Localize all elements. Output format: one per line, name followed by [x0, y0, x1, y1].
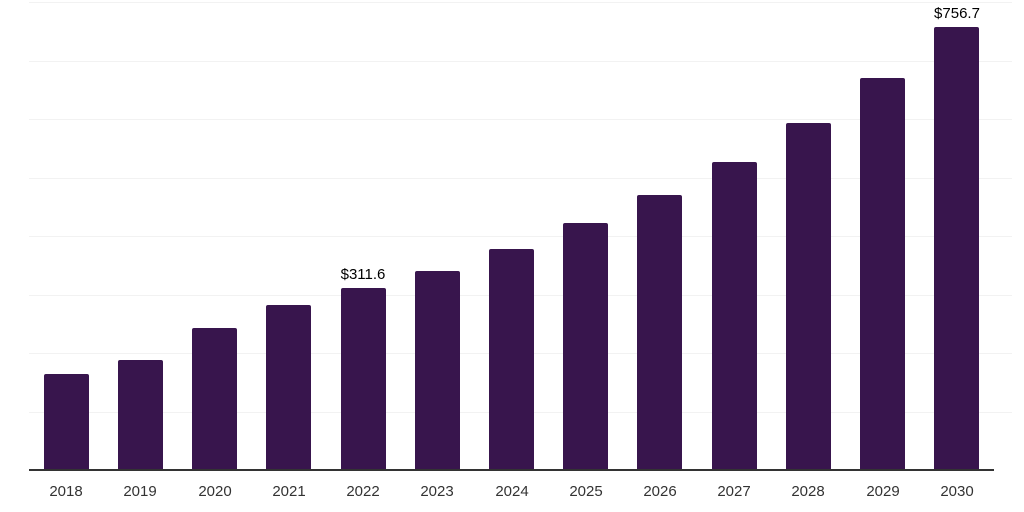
- bar-2022: [341, 288, 386, 470]
- bar-2023: [415, 271, 460, 470]
- bar-2030: [934, 27, 979, 470]
- x-axis-label: 2029: [866, 483, 900, 500]
- bar-2029: [860, 78, 905, 470]
- x-axis-label: 2027: [717, 483, 751, 500]
- x-axis-label: 2025: [569, 483, 603, 500]
- bar-2020: [192, 328, 237, 470]
- x-axis-line: [29, 469, 994, 471]
- gridline: [29, 2, 1012, 3]
- bar-value-label: $311.6: [340, 266, 386, 283]
- x-axis-label: 2019: [123, 483, 157, 500]
- x-axis-label: 2030: [940, 483, 974, 500]
- x-axis-label: 2018: [49, 483, 83, 500]
- x-axis-label: 2024: [495, 483, 529, 500]
- bar-2021: [266, 305, 311, 470]
- bar-2024: [489, 249, 534, 470]
- x-axis-label: 2021: [272, 483, 306, 500]
- bar-2019: [118, 360, 163, 470]
- bar-value-label: $756.7: [934, 5, 980, 22]
- bar-2027: [712, 162, 757, 470]
- x-axis-label: 2020: [198, 483, 232, 500]
- x-axis-label: 2026: [643, 483, 677, 500]
- x-axis-label: 2022: [346, 483, 380, 500]
- x-axis-label: 2028: [791, 483, 825, 500]
- bar-2026: [637, 195, 682, 470]
- bar-2025: [563, 223, 608, 470]
- bar-2018: [44, 374, 89, 470]
- x-axis-label: 2023: [420, 483, 454, 500]
- gridline: [29, 61, 1012, 62]
- bar-2028: [786, 123, 831, 470]
